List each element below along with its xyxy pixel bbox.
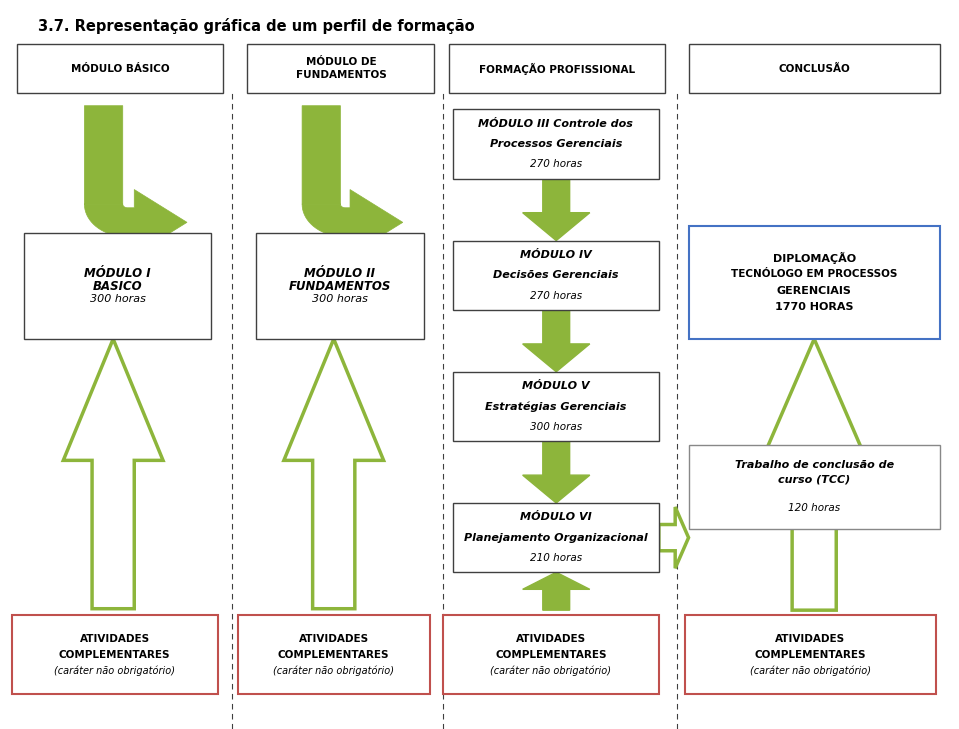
Text: ATIVIDADES: ATIVIDADES — [516, 634, 586, 644]
Text: MÓDULO VI: MÓDULO VI — [520, 512, 592, 522]
Text: (caráter não obrigatório): (caráter não obrigatório) — [273, 666, 394, 676]
Polygon shape — [523, 572, 590, 610]
Text: BASICO: BASICO — [93, 280, 142, 292]
Text: (caráter não obrigatório): (caráter não obrigatório) — [750, 666, 871, 676]
Text: 1770 HORAS: 1770 HORAS — [775, 302, 854, 311]
Bar — [453, 241, 659, 310]
Text: 210 horas: 210 horas — [529, 553, 582, 563]
Text: ATIVIDADES: ATIVIDADES — [775, 634, 846, 644]
Text: MÓDULO BÁSICO: MÓDULO BÁSICO — [71, 63, 170, 74]
Polygon shape — [659, 507, 689, 569]
Bar — [453, 503, 659, 572]
Text: COMPLEMENTARES: COMPLEMENTARES — [278, 650, 389, 660]
Text: DIPLOMAÇÃO: DIPLOMAÇÃO — [773, 252, 855, 265]
Text: (caráter não obrigatório): (caráter não obrigatório) — [490, 666, 612, 676]
Text: ATIVIDADES: ATIVIDADES — [298, 634, 369, 644]
Text: 270 horas: 270 horas — [529, 291, 582, 300]
Text: FUNDAMENTOS: FUNDAMENTOS — [289, 280, 391, 292]
Bar — [685, 615, 936, 694]
Bar — [453, 109, 659, 179]
Text: MÓDULO III Controle dos: MÓDULO III Controle dos — [479, 119, 633, 128]
Bar — [449, 44, 665, 93]
Text: 300 horas: 300 horas — [89, 295, 146, 304]
Bar — [12, 615, 218, 694]
Text: Estratégias Gerenciais: Estratégias Gerenciais — [485, 401, 626, 412]
Text: MÓDULO DE
FUNDAMENTOS: MÓDULO DE FUNDAMENTOS — [295, 58, 386, 79]
Text: CONCLUSÃO: CONCLUSÃO — [779, 63, 850, 74]
Text: curso (TCC): curso (TCC) — [778, 475, 851, 484]
Text: ATIVIDADES: ATIVIDADES — [80, 634, 150, 644]
Polygon shape — [761, 339, 867, 610]
Polygon shape — [523, 179, 590, 241]
Polygon shape — [63, 339, 163, 609]
Polygon shape — [84, 106, 187, 255]
Text: MÓDULO I: MÓDULO I — [84, 267, 151, 279]
Text: MÓDULO IV: MÓDULO IV — [520, 250, 592, 260]
Polygon shape — [284, 339, 384, 609]
Bar — [238, 615, 430, 694]
Bar — [247, 44, 434, 93]
Text: COMPLEMENTARES: COMPLEMENTARES — [755, 650, 866, 660]
Text: MÓDULO II: MÓDULO II — [304, 267, 376, 279]
Bar — [256, 233, 424, 339]
Text: Decisões Gerenciais: Decisões Gerenciais — [493, 270, 619, 280]
Text: 120 horas: 120 horas — [788, 504, 840, 513]
Text: GERENCIAIS: GERENCIAIS — [777, 286, 852, 295]
Polygon shape — [302, 106, 403, 255]
Bar — [443, 615, 659, 694]
Polygon shape — [523, 441, 590, 503]
Text: 300 horas: 300 horas — [529, 422, 582, 432]
Text: Processos Gerenciais: Processos Gerenciais — [489, 139, 622, 149]
Text: COMPLEMENTARES: COMPLEMENTARES — [58, 650, 171, 660]
Bar — [689, 445, 940, 529]
Text: FORMAÇÃO PROFISSIONAL: FORMAÇÃO PROFISSIONAL — [479, 63, 635, 74]
Text: 270 horas: 270 horas — [529, 160, 582, 169]
Text: 3.7. Representação gráfica de um perfil de formação: 3.7. Representação gráfica de um perfil … — [38, 18, 475, 34]
Polygon shape — [523, 310, 590, 372]
Bar — [689, 226, 940, 339]
Text: MÓDULO V: MÓDULO V — [522, 381, 590, 391]
Bar — [17, 44, 223, 93]
Bar — [453, 372, 659, 441]
Text: (caráter não obrigatório): (caráter não obrigatório) — [54, 666, 175, 676]
Bar — [24, 233, 211, 339]
Text: 300 horas: 300 horas — [312, 295, 368, 304]
Text: Trabalho de conclusão de: Trabalho de conclusão de — [735, 460, 894, 469]
Bar — [689, 44, 940, 93]
Text: TECNÓLOGO EM PROCESSOS: TECNÓLOGO EM PROCESSOS — [731, 270, 898, 279]
Text: Planejamento Organizacional: Planejamento Organizacional — [464, 533, 647, 542]
Text: COMPLEMENTARES: COMPLEMENTARES — [495, 650, 607, 660]
